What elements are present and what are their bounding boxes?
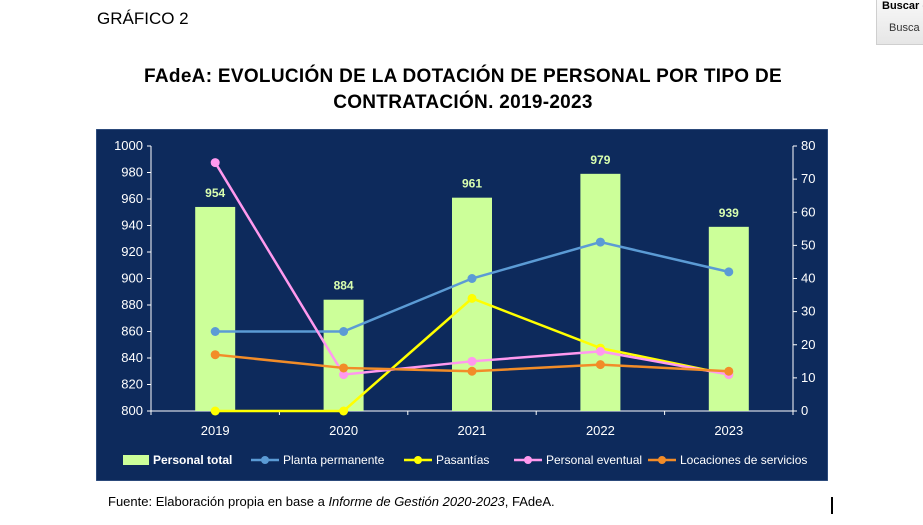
series-point: [467, 293, 477, 303]
y-right-tick-label: 40: [801, 271, 815, 286]
y-left-tick-label: 820: [121, 377, 143, 392]
series-point: [595, 346, 605, 356]
chart-title-line-2: CONTRATACIÓN. 2019-2023: [333, 92, 593, 113]
y-left-tick-label: 800: [121, 403, 143, 418]
y-right-tick-label: 30: [801, 304, 815, 319]
bar: [580, 173, 621, 411]
series-point: [339, 370, 349, 380]
series-point: [210, 406, 220, 416]
legend-marker: [261, 456, 269, 464]
series-point: [339, 327, 349, 336]
y-right-tick-label: 0: [801, 403, 808, 418]
x-tick-label: 2022: [586, 423, 615, 438]
source-prefix: Fuente: Elaboración propia en base a: [108, 494, 329, 509]
text-cursor: [831, 497, 833, 514]
bar: [323, 299, 364, 411]
search-title: Buscar (: [882, 0, 923, 12]
legend-label: Planta permanente: [283, 453, 385, 467]
x-tick-label: 2019: [201, 423, 230, 438]
series-point: [595, 237, 605, 247]
series-point: [467, 366, 477, 376]
y-left-tick-label: 940: [121, 218, 143, 233]
y-left-tick-label: 880: [121, 297, 143, 312]
line-series: [210, 158, 734, 416]
y-right-tick-label: 60: [801, 204, 815, 219]
legend-marker: [524, 456, 532, 464]
y-right-tick-label: 10: [801, 370, 815, 385]
x-tick-label: 2020: [329, 423, 358, 438]
series-point: [467, 356, 477, 366]
y-right-tick-label: 70: [801, 171, 815, 186]
legend-label: Pasantías: [436, 453, 489, 467]
bar-data-label: 884: [334, 279, 354, 293]
y-left-tick-label: 1000: [114, 138, 143, 153]
series-point: [467, 274, 477, 283]
series-point: [724, 267, 734, 277]
legend: Personal total Planta permanente Pasantías…: [123, 453, 807, 467]
figure-label: GRÁFICO 2: [97, 9, 189, 28]
chart-title-line-1: FAdeA: EVOLUCIÓN DE LA DOTACIÓN DE PERSO…: [144, 66, 782, 87]
y-left-tick-label: 900: [121, 271, 143, 286]
legend-label: Personal total: [153, 453, 232, 467]
legend-marker: [414, 456, 422, 464]
search-widget[interactable]: Buscar ( Busca: [876, 0, 923, 45]
legend-swatch: [123, 455, 149, 465]
x-tick-label: 2023: [714, 423, 743, 438]
legend-marker: [658, 456, 666, 464]
series-point: [210, 350, 220, 360]
series-point: [595, 360, 605, 370]
y-right-tick-label: 80: [801, 138, 815, 153]
source-note: Fuente: Elaboración propia en base a Inf…: [108, 494, 555, 509]
y-left-tick-label: 920: [121, 244, 143, 259]
source-suffix: , FAdeA.: [504, 494, 555, 509]
y-left-tick-label: 860: [121, 324, 143, 339]
y-right-tick-label: 50: [801, 237, 815, 252]
y-right-tick-label: 20: [801, 337, 815, 352]
chart-title: FAdeA: EVOLUCIÓN DE LA DOTACIÓN DE PERSO…: [100, 64, 826, 116]
chart: 800 820 840 860 880 900 920 940 960 980 1000 0 10 20 3…: [96, 129, 828, 481]
bar-data-label: 954: [205, 186, 225, 200]
source-italic: Informe de Gestión 2020-2023: [328, 494, 505, 509]
bar-data-label: 961: [462, 177, 482, 191]
search-button[interactable]: Busca: [889, 22, 920, 34]
series-point: [210, 158, 220, 168]
bar: [708, 226, 749, 411]
series-point: [339, 363, 349, 373]
legend-label: Personal eventual: [546, 453, 642, 467]
series-point: [339, 406, 349, 416]
series-point: [210, 327, 220, 336]
y-left-tick-label: 960: [121, 191, 143, 206]
legend-label: Locaciones de servicios: [680, 453, 807, 467]
y-left-tick-label: 980: [121, 165, 143, 180]
bar: [195, 206, 236, 411]
series-point: [724, 366, 734, 376]
y-left-tick-label: 840: [121, 350, 143, 365]
bar-data-label: 939: [719, 206, 739, 220]
bar-data-label: 979: [590, 153, 610, 167]
x-tick-label: 2021: [458, 423, 487, 438]
